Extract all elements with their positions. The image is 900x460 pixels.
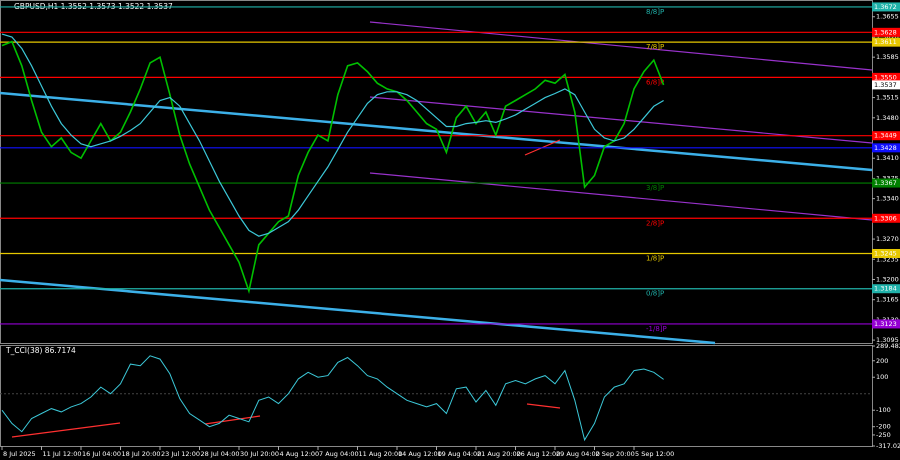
murray-label: 2/8]P: [646, 219, 664, 227]
regression-channel: [369, 21, 873, 71]
trend-channel: [0, 91, 873, 172]
x-tick-label: 8 Jul 2025: [3, 450, 36, 458]
level-label: 1.3367: [874, 179, 897, 187]
y-tick-label: 1.3165: [876, 296, 899, 304]
murray-label: 3/8]P: [646, 184, 664, 192]
level-label: 1.3428: [874, 144, 897, 152]
y-tick-label: 1.3270: [876, 235, 899, 243]
level-label: 1.3245: [874, 249, 897, 257]
y-tick-label: 1.3515: [876, 94, 899, 102]
murray-label: 8/8]P: [646, 8, 664, 16]
y-tick-label: 1.3375: [876, 174, 899, 182]
y-tick-label: 1.3340: [876, 195, 899, 203]
x-tick-label: 29 Aug 04:00: [556, 450, 600, 458]
y-tick-label: 1.3585: [876, 53, 899, 61]
level-box: [872, 2, 900, 12]
level-box: [872, 178, 900, 188]
indicator-title: T_CCI(38) 86.7174: [5, 346, 76, 355]
level-label: 1.3550: [874, 73, 897, 81]
level-label: 1.3184: [874, 285, 897, 293]
level-label: 1.3123: [874, 320, 897, 328]
y-tick-label: 1.3200: [876, 275, 899, 283]
x-tick-label: 26 Aug 12:00: [517, 450, 561, 458]
divergence-line: [11, 422, 121, 438]
level-label: 1.3628: [874, 28, 897, 36]
x-tick-label: 5 Sep 12:00: [635, 450, 674, 458]
level-box: [872, 131, 900, 141]
x-tick-label: 4 Aug 12:00: [280, 450, 320, 458]
x-tick-label: 14 Aug 12:00: [398, 450, 442, 458]
murray-label: 7/8]P: [646, 43, 664, 51]
level-label: 1.3611: [874, 38, 897, 46]
y-tick-label: -250: [876, 431, 891, 439]
y-tick-label: 100: [876, 373, 888, 381]
y-tick-label: 1.3410: [876, 154, 899, 162]
y-tick-label: 200: [876, 357, 888, 365]
x-tick-label: 18 Jul 20:00: [122, 450, 161, 458]
y-tick-label: 1.3235: [876, 255, 899, 263]
level-label: 1.3672: [874, 3, 897, 11]
murray-label: 1/8]P: [646, 254, 664, 262]
y-tick-label: -100: [876, 406, 891, 414]
level-box: [872, 143, 900, 153]
y-tick-label: 1.3095: [876, 336, 899, 344]
level-label: 1.3449: [874, 132, 897, 140]
level-box: [872, 284, 900, 294]
price-box: [872, 80, 900, 90]
level-box: [872, 319, 900, 329]
level-label: 1.3306: [874, 214, 897, 222]
level-box: [872, 213, 900, 223]
trend-channel: [0, 278, 716, 345]
divergence-line: [526, 403, 561, 409]
level-box: [872, 72, 900, 82]
murray-label: 6/8]P: [646, 78, 664, 86]
x-tick-label: 16 Jul 04:00: [82, 450, 121, 458]
murray-label: -1/8]P: [646, 325, 667, 333]
y-tick-label: 1.3655: [876, 13, 899, 21]
x-tick-label: 11 Jul 12:00: [43, 450, 82, 458]
price-line: [1, 355, 664, 442]
x-tick-label: 19 Aug 04:00: [438, 450, 482, 458]
y-tick-label: 1.3620: [876, 33, 899, 41]
x-tick-label: 11 Aug 20:00: [359, 450, 403, 458]
level-box: [872, 37, 900, 47]
x-tick-label: 7 Aug 04:00: [319, 450, 359, 458]
current-price: 1.3537: [874, 81, 897, 89]
x-tick-label: 2 Sep 20:00: [596, 450, 635, 458]
regression-channel: [369, 172, 873, 221]
y-tick-label: -200: [876, 423, 891, 431]
y-tick-label: 1.3480: [876, 114, 899, 122]
level-box: [872, 248, 900, 258]
y-tick-label: 289.4823: [876, 342, 900, 350]
price-line: [1, 40, 665, 294]
murray-label: 0/8]P: [646, 290, 664, 298]
level-box: [872, 27, 900, 37]
main-frame: [0, 0, 873, 344]
price-line: [1, 33, 664, 237]
x-tick-label: 23 Jul 12:00: [161, 450, 200, 458]
x-tick-label: 28 Jul 04:00: [201, 450, 240, 458]
x-tick-label: 21 Aug 20:00: [477, 450, 521, 458]
x-tick-label: 30 Jul 20:00: [240, 450, 279, 458]
